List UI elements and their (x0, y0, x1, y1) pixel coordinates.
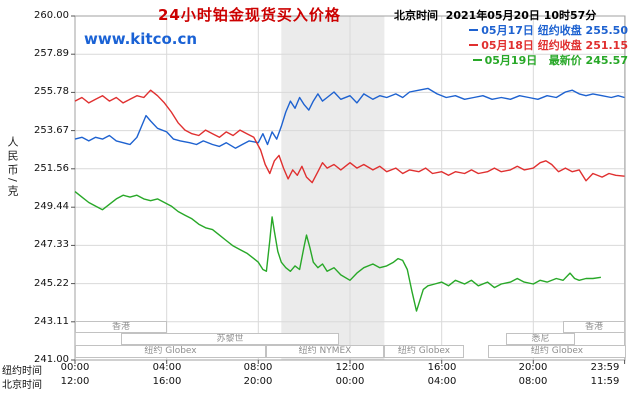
legend-line-swatch (472, 58, 482, 61)
y-tick-label: 249.44 (34, 201, 69, 212)
legend-label: 05月18日 纽约收盘 251.15 (481, 39, 628, 52)
x-tick-label: 12:00 (335, 362, 365, 373)
market-session-box: 香港 (563, 321, 625, 333)
market-session-box: 纽约 NYMEX (266, 345, 384, 358)
beijing-datetime: 北京时间 2021年05月20日 10时57分 (394, 9, 597, 22)
nymex-session-band (281, 16, 385, 360)
legend: 05月17日 纽约收盘 255.50 05月18日 纽约收盘 251.15 05月1… (469, 23, 628, 68)
x-tick-label: 11:59 (590, 376, 620, 387)
legend-item-2: 05月19日 最新价 245.57 (469, 53, 628, 68)
legend-line-swatch (469, 28, 479, 31)
x-tick-label: 16:00 (427, 362, 457, 373)
market-session-box: 纽约 Globex (75, 345, 266, 358)
y-axis-unit-label: 人民币/克 (6, 136, 19, 199)
y-tick-label: 257.89 (34, 48, 69, 59)
x-tick-label: 16:00 (152, 376, 182, 387)
x-tick-label: 00:00 (60, 362, 90, 373)
legend-item-0: 05月17日 纽约收盘 255.50 (469, 23, 628, 38)
market-session-box: 纽约 Globex (384, 345, 464, 358)
market-session-box: 纽约 Globex (488, 345, 626, 358)
y-tick-label: 260.00 (34, 10, 69, 21)
y-tick-label: 243.11 (34, 316, 69, 327)
y-tick-label: 245.22 (34, 278, 69, 289)
x-tick-label: 08:00 (243, 362, 273, 373)
ny-time-axis-label: 纽约时间 (2, 366, 42, 377)
legend-line-swatch (469, 43, 479, 46)
x-tick-label: 08:00 (518, 376, 548, 387)
price-line-0517 (74, 87, 625, 149)
price-line-0518 (74, 89, 625, 184)
price-line-0519 (74, 191, 602, 312)
y-tick-label: 251.56 (34, 163, 69, 174)
market-session-box: 苏黎世 (121, 333, 339, 345)
legend-label: 05月17日 纽约收盘 255.50 (481, 24, 628, 37)
y-tick-label: 255.78 (34, 86, 69, 97)
kitco-watermark-link[interactable]: www.kitco.cn (84, 30, 198, 48)
x-tick-label: 00:00 (335, 376, 365, 387)
legend-label: 05月19日 最新价 245.57 (484, 54, 628, 67)
chart-title: 24小时铂金现货买入价格 (158, 6, 341, 24)
x-tick-label: 04:00 (427, 376, 457, 387)
beijing-time-axis-label: 北京时间 (2, 380, 42, 391)
y-tick-label: 247.33 (34, 239, 69, 250)
x-tick-label: 20:00 (518, 362, 548, 373)
x-tick-label: 12:00 (60, 376, 90, 387)
legend-item-1: 05月18日 纽约收盘 251.15 (469, 38, 628, 53)
x-tick-label: 23:59 (590, 362, 620, 373)
market-session-box: 香港 (75, 321, 167, 333)
x-tick-label: 20:00 (243, 376, 273, 387)
y-tick-label: 241.00 (34, 354, 69, 365)
x-tick-label: 04:00 (152, 362, 182, 373)
market-session-box: 悉尼 (506, 333, 575, 345)
y-tick-label: 253.67 (34, 125, 69, 136)
